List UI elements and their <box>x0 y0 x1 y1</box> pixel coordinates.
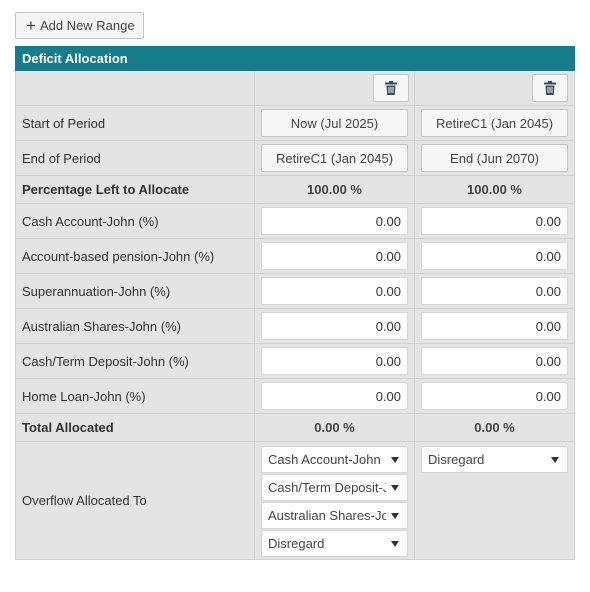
delete-range-2-button[interactable] <box>532 74 568 102</box>
allocation-1-input[interactable] <box>261 382 408 410</box>
allocation-1-input[interactable] <box>261 207 408 235</box>
overflow-1-select-1[interactable]: Cash Account-John <box>261 446 408 473</box>
overflow-label: Overflow Allocated To <box>22 493 147 508</box>
allocation-label: Australian Shares-John (%) <box>22 318 181 334</box>
overflow-1-select-2[interactable]: Cash/Term Deposit-John <box>261 474 408 501</box>
allocation-2-input[interactable] <box>421 382 568 410</box>
start-period-1-button[interactable]: Now (Jul 2025) <box>261 109 408 137</box>
trash-icon <box>385 81 397 95</box>
overflow-row: Overflow Allocated To Cash Account-John … <box>16 442 574 559</box>
overflow-2-select-1-value: Disregard <box>428 452 485 467</box>
total-allocated-label: Total Allocated <box>22 420 114 435</box>
allocation-1-input[interactable] <box>261 347 408 375</box>
column-divider <box>254 71 255 559</box>
start-of-period-label: Start of Period <box>22 115 106 131</box>
percentage-left-1-value: 100.00 % <box>307 182 362 197</box>
percentage-left-label: Percentage Left to Allocate <box>22 182 190 197</box>
overflow-1-select-3[interactable]: Australian Shares-John <box>261 502 408 529</box>
caret-down-icon <box>391 457 399 463</box>
allocation-1-input[interactable] <box>261 277 408 305</box>
allocation-2-input[interactable] <box>421 347 568 375</box>
allocation-label: Superannuation-John (%) <box>22 283 171 299</box>
add-new-range-button[interactable]: + Add New Range <box>15 12 144 39</box>
allocation-2-input[interactable] <box>421 312 568 340</box>
total-allocated-2-value: 0.00 % <box>474 420 515 435</box>
overflow-1-select-3-value: Australian Shares-John <box>268 508 386 523</box>
allocation-2-input[interactable] <box>421 242 568 270</box>
allocation-label: Account-based pension-John (%) <box>22 248 215 264</box>
start-period-2-button[interactable]: RetireC1 (Jan 2045) <box>421 109 568 137</box>
allocation-label: Cash Account-John (%) <box>22 213 159 229</box>
deficit-allocation-panel: Deficit Allocation <box>15 46 575 560</box>
column-divider <box>414 71 415 559</box>
allocation-row: Cash Account-John (%) <box>16 204 574 239</box>
allocation-row: Home Loan-John (%) <box>16 379 574 414</box>
overflow-2-select-1[interactable]: Disregard <box>421 446 568 473</box>
allocation-2-input[interactable] <box>421 277 568 305</box>
panel-title: Deficit Allocation <box>15 46 575 71</box>
caret-down-icon <box>391 513 399 519</box>
overflow-1-select-4-value: Disregard <box>268 536 325 551</box>
trash-icon <box>544 81 556 95</box>
allocation-1-input[interactable] <box>261 312 408 340</box>
caret-down-icon <box>391 541 399 547</box>
total-allocated-1-value: 0.00 % <box>314 420 355 435</box>
allocation-label: Cash/Term Deposit-John (%) <box>22 353 189 369</box>
total-allocated-row: Total Allocated 0.00 % 0.00 % <box>16 414 574 442</box>
end-of-period-row: End of Period RetireC1 (Jan 2045) End (J… <box>16 141 574 176</box>
allocation-row: Cash/Term Deposit-John (%) <box>16 344 574 379</box>
allocation-1-input[interactable] <box>261 242 408 270</box>
overflow-1-select-2-value: Cash/Term Deposit-John <box>268 480 386 495</box>
end-period-2-button[interactable]: End (Jun 2070) <box>421 144 568 172</box>
caret-down-icon <box>551 457 559 463</box>
percentage-left-row: Percentage Left to Allocate 100.00 % 100… <box>16 176 574 204</box>
delete-range-1-button[interactable] <box>373 74 409 102</box>
caret-down-icon <box>391 485 399 491</box>
allocation-label: Home Loan-John (%) <box>22 388 146 404</box>
allocation-row: Account-based pension-John (%) <box>16 239 574 274</box>
percentage-left-2-value: 100.00 % <box>467 182 522 197</box>
end-of-period-label: End of Period <box>22 150 101 166</box>
overflow-1-select-4[interactable]: Disregard <box>261 530 408 557</box>
overflow-1-select-1-value: Cash Account-John <box>268 452 381 467</box>
add-new-range-label: Add New Range <box>39 18 135 33</box>
start-of-period-row: Start of Period Now (Jul 2025) RetireC1 … <box>16 106 574 141</box>
allocation-row: Superannuation-John (%) <box>16 274 574 309</box>
allocation-row: Australian Shares-John (%) <box>16 309 574 344</box>
delete-row <box>16 71 574 106</box>
plus-icon: + <box>26 15 36 35</box>
end-period-1-button[interactable]: RetireC1 (Jan 2045) <box>261 144 408 172</box>
allocation-2-input[interactable] <box>421 207 568 235</box>
